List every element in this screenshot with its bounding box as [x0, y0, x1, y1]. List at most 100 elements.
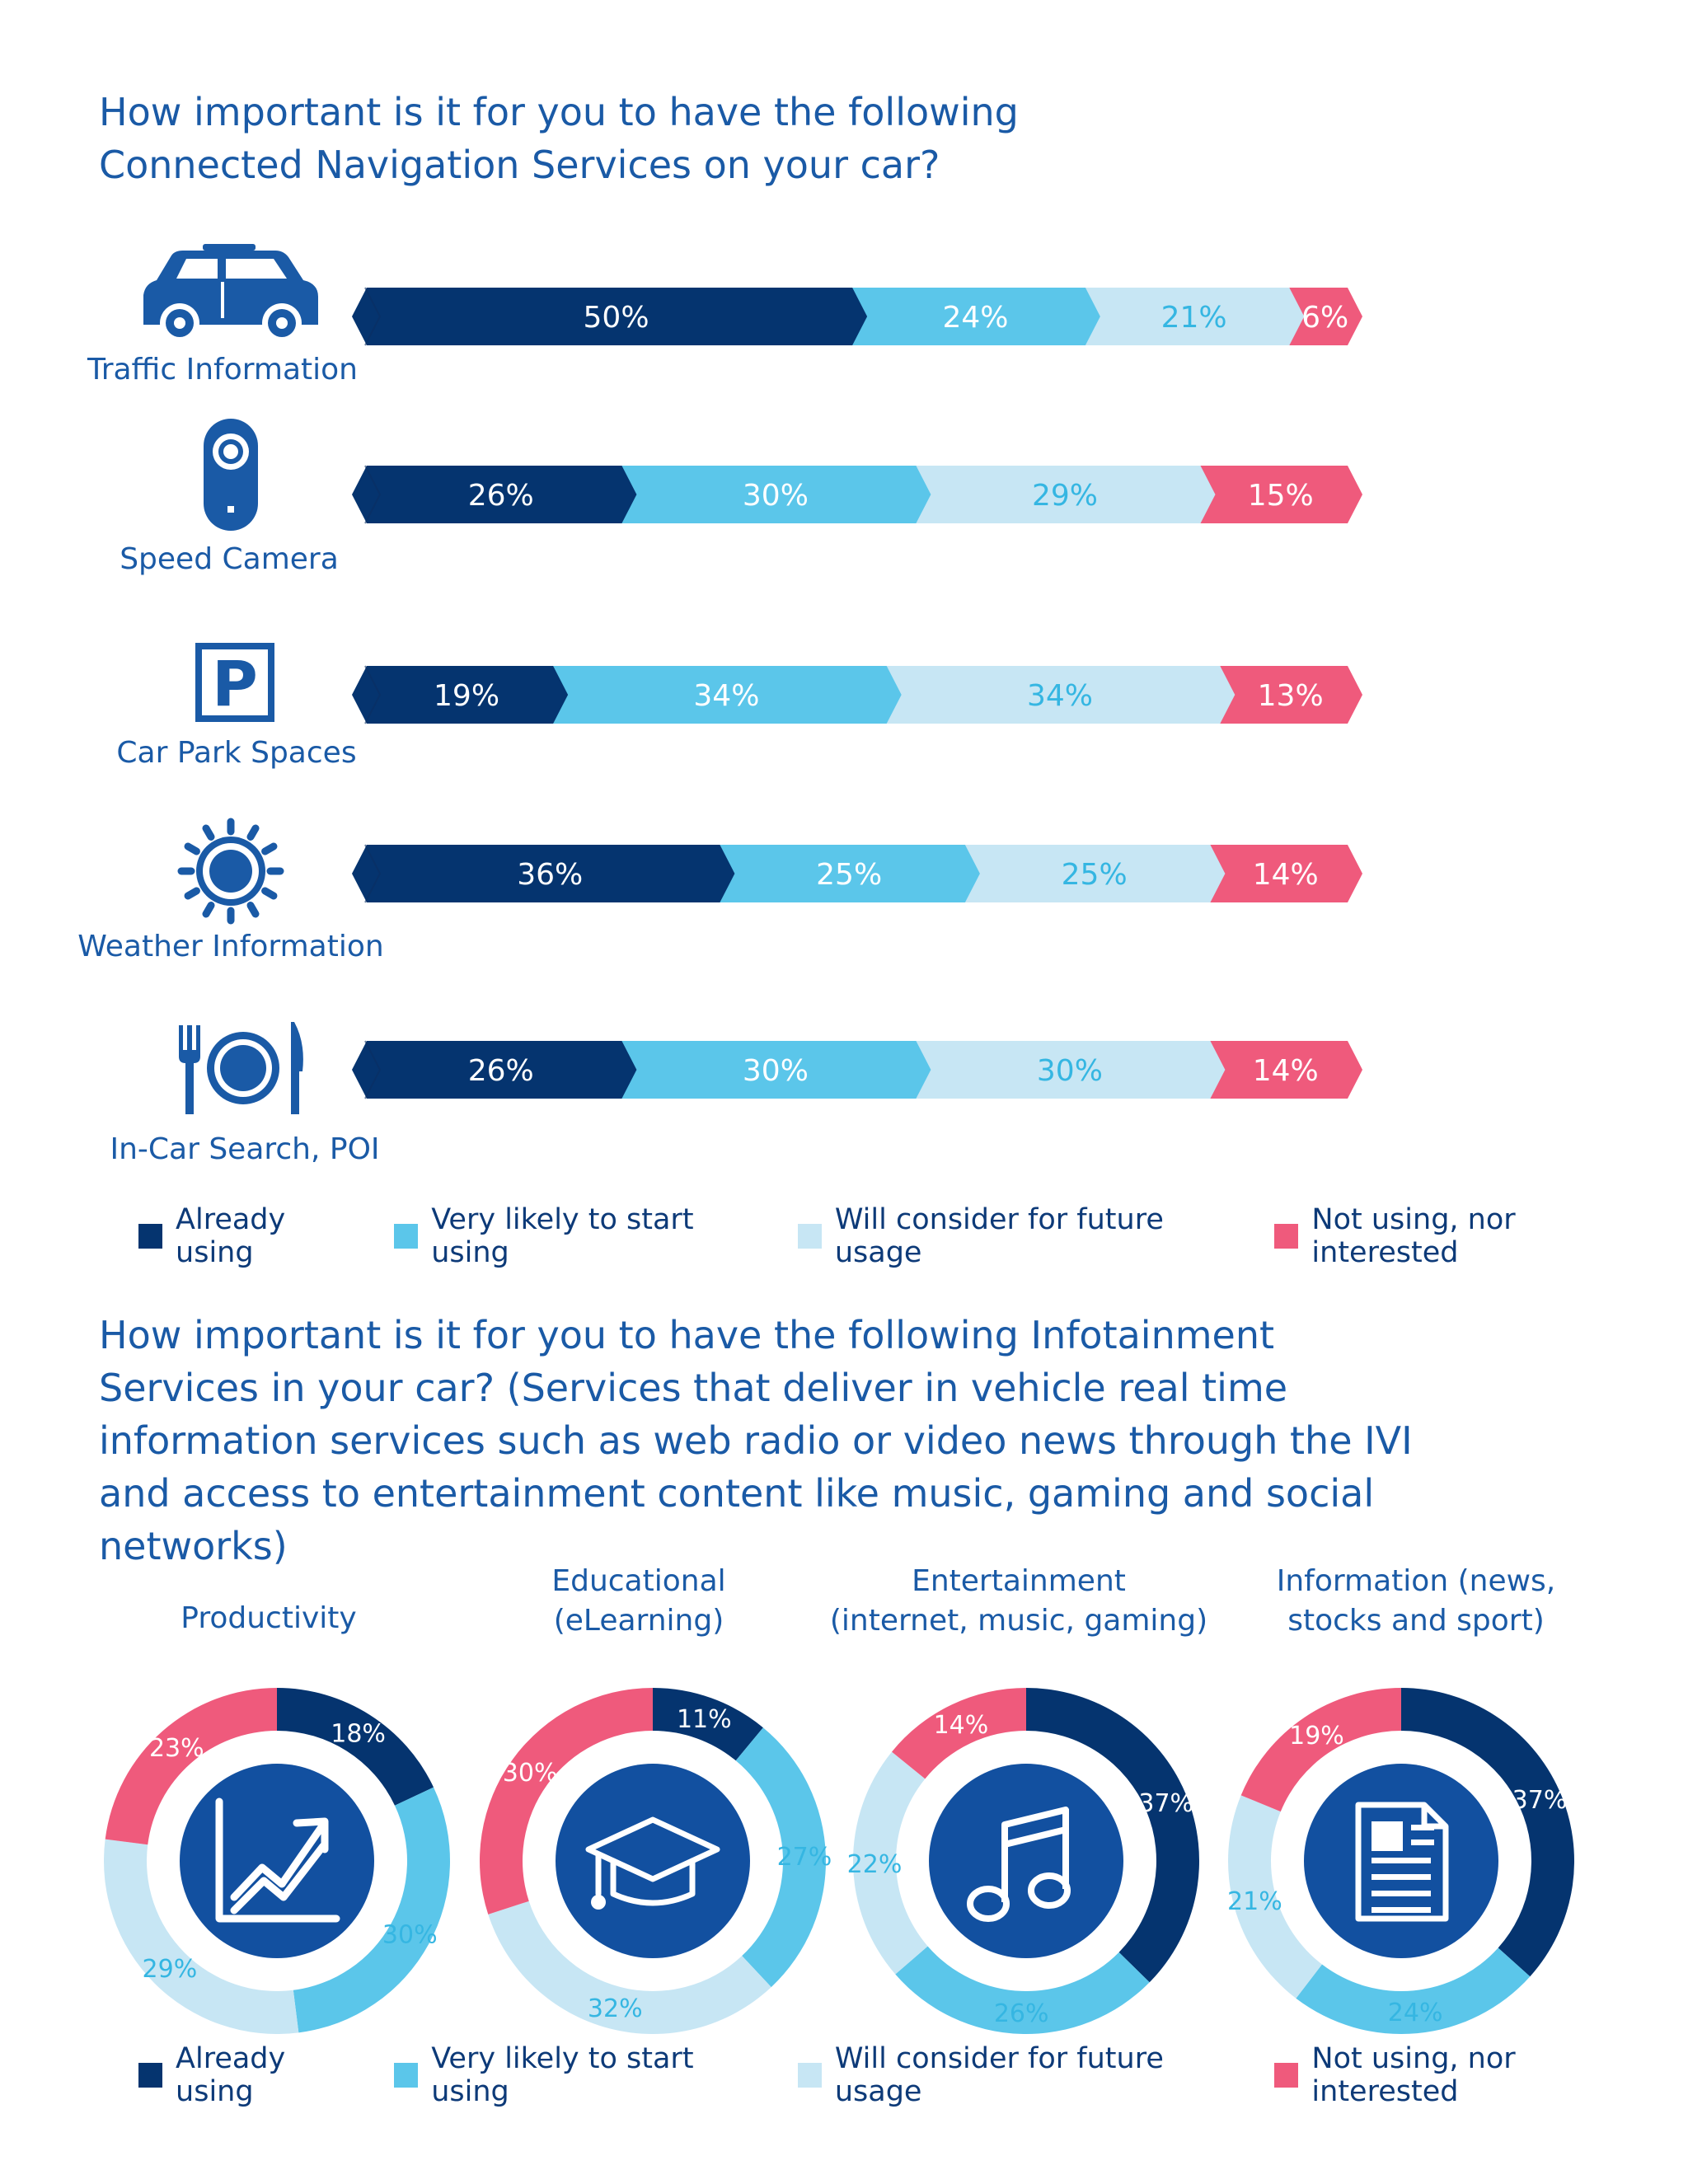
- donut-slice-likely: [293, 1787, 450, 2033]
- donut-value-label: 11%: [677, 1705, 732, 1734]
- donut-value-label: 22%: [847, 1850, 903, 1879]
- bar-value-label: 30%: [743, 1054, 809, 1088]
- legend-label: Already using: [176, 2042, 286, 2108]
- category-label: Weather Information: [77, 930, 383, 963]
- bar-segment-not: [1200, 466, 1362, 523]
- bar-value-label: 14%: [1253, 858, 1319, 892]
- donut-center: [929, 1764, 1123, 1958]
- car-icon: [143, 244, 318, 343]
- bar-row: P Car Park Spaces 19% 34% 34% 13%: [116, 643, 1362, 770]
- legend-item-not: Not using, nor interested: [1274, 1203, 1660, 1269]
- donut-title: (eLearning): [554, 1604, 724, 1638]
- bar-segment-consider: [1085, 288, 1305, 345]
- donut-slice-likely: [895, 1946, 1150, 2035]
- bar-start-chevron: [364, 665, 382, 724]
- bar-segment-not: [1289, 288, 1362, 345]
- document-icon: [1355, 1802, 1449, 1922]
- bar-value-label: 34%: [693, 679, 759, 713]
- bar-segment-likely: [720, 845, 980, 902]
- donut-slice-likely: [1296, 1947, 1531, 2034]
- bar-value-label: 6%: [1301, 301, 1348, 335]
- bar-value-label: 30%: [1037, 1054, 1103, 1088]
- legend-swatch: [394, 2063, 419, 2088]
- bar-segment-already: [352, 288, 868, 345]
- donut-value-label: 14%: [934, 1711, 989, 1740]
- bar-segment-consider: [964, 845, 1226, 902]
- bar-value-label: 29%: [1032, 479, 1098, 513]
- bar-segment-likely: [621, 466, 931, 523]
- donut-slice-likely: [735, 1727, 826, 1988]
- category-label: Car Park Spaces: [116, 736, 356, 770]
- bar-row: In-Car Search, POI 26% 30% 30% 14%: [110, 1022, 1362, 1166]
- parking-icon: P: [195, 643, 274, 722]
- legend-label: Not using, nor interested: [1311, 2042, 1516, 2108]
- bar-value-label: 21%: [1161, 301, 1227, 335]
- category-label: In-Car Search, POI: [110, 1132, 379, 1166]
- donut-value-label: 30%: [382, 1921, 438, 1950]
- donut-value-label: 32%: [588, 1994, 643, 2023]
- bar-value-label: 24%: [942, 301, 1008, 335]
- donut-slice-already: [277, 1688, 434, 1806]
- donut-value-label: 30%: [503, 1759, 558, 1788]
- bar-segment-already: [352, 666, 569, 724]
- bar-value-label: 30%: [743, 479, 809, 513]
- bar-segment-already: [352, 1041, 637, 1099]
- bar-value-label: 13%: [1258, 679, 1324, 713]
- legend-item-already: Already using: [138, 1203, 366, 1269]
- category-label: Traffic Information: [87, 353, 358, 387]
- donut-value-label: 24%: [1388, 1999, 1443, 2027]
- donut-slice-consider: [1228, 1795, 1322, 1999]
- legend-label: Already using: [176, 1203, 286, 1269]
- legend-swatch: [394, 1224, 419, 1249]
- bar-value-label: 26%: [468, 479, 534, 513]
- bar-segment-not: [1210, 845, 1362, 902]
- legend-item-not: Not using, nor interested: [1274, 2042, 1660, 2108]
- legend-item-already: Already using: [138, 2042, 366, 2108]
- donut-slice-not: [1240, 1688, 1401, 1812]
- speed-camera-icon: [204, 419, 258, 531]
- donut-slice-not: [105, 1688, 277, 1845]
- legend-item-likely: Very likely to start using: [394, 2042, 770, 2108]
- legend-item-likely: Very likely to start using: [394, 1203, 770, 1269]
- legend-label: Very likely to start using: [431, 1203, 694, 1269]
- legend-label: Not using, nor interested: [1311, 1203, 1516, 1269]
- nav-services-title: How important is it for you to have the …: [99, 90, 1019, 187]
- category-label: Speed Camera: [120, 542, 339, 576]
- legend-swatch: [1274, 1224, 1299, 1249]
- legend-swatch: [138, 2063, 163, 2088]
- bar-start-chevron: [364, 1040, 382, 1099]
- bar-start-chevron: [364, 465, 382, 524]
- bar-segment-likely: [621, 1041, 931, 1099]
- bar-value-label: 50%: [584, 301, 649, 335]
- donut-slice-already: [1026, 1688, 1200, 1983]
- legend-swatch: [138, 1224, 163, 1249]
- bar-value-label: 34%: [1027, 679, 1093, 713]
- music-note-icon: [967, 1807, 1071, 1922]
- bar-segment-not: [1220, 666, 1362, 724]
- bar-segment-likely: [553, 666, 902, 724]
- bar-segment-consider: [916, 466, 1216, 523]
- legend-swatch: [797, 2063, 822, 2088]
- navigation-bar-chart: Traffic Information 50% 24% 21% 6% Speed Came…: [77, 244, 1362, 1166]
- donut-slice-consider: [853, 1751, 928, 1975]
- legend-label: Very likely to start using: [431, 2042, 694, 2108]
- legend-swatch: [1274, 2063, 1299, 2088]
- svg-text:P: P: [212, 647, 258, 720]
- donut-center: [1304, 1764, 1498, 1958]
- legend-item-consider: Will consider for future usage: [797, 2042, 1247, 2108]
- bar-segment-consider: [916, 1041, 1226, 1099]
- bar-segment-consider: [886, 666, 1236, 724]
- infotainment-title: How important is it for you to have the …: [99, 1313, 1413, 1568]
- legend-item-consider: Will consider for future usage: [797, 1203, 1247, 1269]
- nav-legend: Already using Very likely to start using…: [138, 1203, 1688, 1269]
- info-legend: Already using Very likely to start using…: [138, 2042, 1688, 2108]
- bar-row: Weather Information 36% 25% 25% 14%: [77, 818, 1362, 963]
- sun-icon: [177, 818, 284, 925]
- donut-chart: Information (news,stocks and sport)37%24…: [1227, 1564, 1575, 2034]
- bar-value-label: 19%: [434, 679, 499, 713]
- donut-value-label: 19%: [1289, 1722, 1344, 1750]
- bar-segment-already: [352, 466, 637, 523]
- bar-row: Traffic Information 50% 24% 21% 6%: [87, 244, 1362, 387]
- donut-value-label: 26%: [994, 1999, 1049, 2028]
- donut-value-label: 27%: [777, 1843, 832, 1872]
